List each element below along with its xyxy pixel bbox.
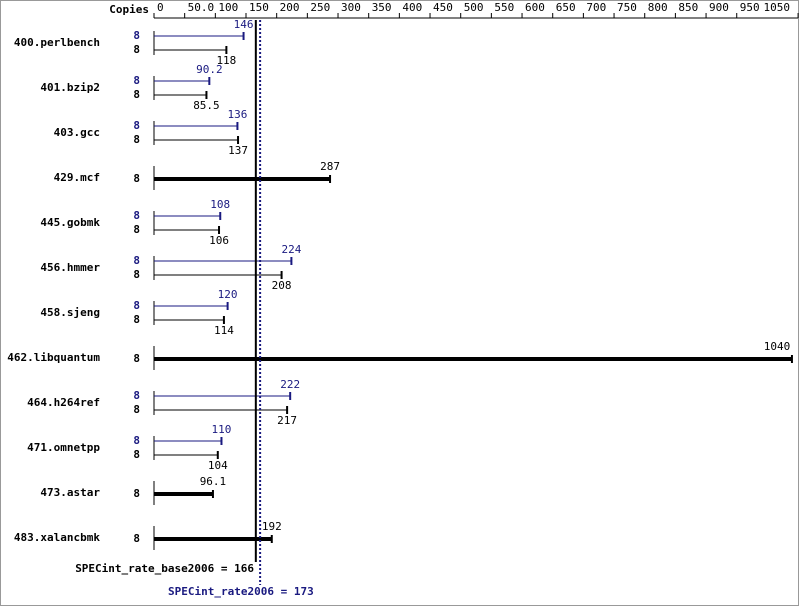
x-tick-label: 500 — [464, 1, 484, 14]
x-tick-label: 950 — [740, 1, 760, 14]
copies-label: 8 — [133, 223, 140, 236]
benchmark-label: 464.h264ref — [27, 396, 100, 409]
benchmark-label: 401.bzip2 — [40, 81, 100, 94]
copies-label: 8 — [133, 172, 140, 185]
copies-header: Copies — [109, 3, 149, 16]
value-label: 108 — [210, 198, 230, 211]
x-tick-label: 400 — [402, 1, 422, 14]
value-label: 110 — [212, 423, 232, 436]
benchmark-label: 483.xalancbmk — [14, 531, 100, 544]
copies-label: 8 — [133, 434, 140, 447]
value-label: 222 — [280, 378, 300, 391]
copies-label: 8 — [133, 43, 140, 56]
value-label: 192 — [262, 520, 282, 533]
x-tick-label: 250 — [310, 1, 330, 14]
copies-label: 8 — [133, 119, 140, 132]
benchmark-label: 400.perlbench — [14, 36, 100, 49]
benchmark-label: 456.hmmer — [40, 261, 100, 274]
benchmark-label: 458.sjeng — [40, 306, 100, 319]
copies-label: 8 — [133, 209, 140, 222]
copies-label: 8 — [133, 403, 140, 416]
value-label: 96.1 — [200, 475, 227, 488]
copies-label: 8 — [133, 268, 140, 281]
x-tick-label: 0 — [157, 1, 164, 14]
x-tick-label: 150 — [249, 1, 269, 14]
value-label: 90.2 — [196, 63, 223, 76]
x-tick-label: 600 — [525, 1, 545, 14]
x-tick-label: 200 — [280, 1, 300, 14]
x-tick-label: 850 — [678, 1, 698, 14]
value-label: 136 — [227, 108, 247, 121]
benchmark-label: 429.mcf — [54, 171, 100, 184]
value-label: 106 — [209, 234, 229, 247]
copies-label: 8 — [133, 133, 140, 146]
x-tick-label: 1050 — [764, 1, 791, 14]
x-tick-label: 300 — [341, 1, 361, 14]
copies-label: 8 — [133, 487, 140, 500]
value-label: 120 — [218, 288, 238, 301]
benchmark-label: 473.astar — [40, 486, 100, 499]
copies-label: 8 — [133, 448, 140, 461]
x-tick-label: 50.0 — [188, 1, 215, 14]
copies-label: 8 — [133, 313, 140, 326]
x-tick-label: 450 — [433, 1, 453, 14]
copies-label: 8 — [133, 389, 140, 402]
value-label: 118 — [216, 54, 236, 67]
value-label: 114 — [214, 324, 234, 337]
value-label: 146 — [234, 18, 254, 31]
value-label: 85.5 — [193, 99, 220, 112]
value-label: 287 — [320, 160, 340, 173]
copies-label: 8 — [133, 29, 140, 42]
copies-label: 8 — [133, 352, 140, 365]
copies-label: 8 — [133, 299, 140, 312]
x-tick-label: 800 — [648, 1, 668, 14]
value-label: 137 — [228, 144, 248, 157]
x-tick-label: 350 — [372, 1, 392, 14]
x-tick-label: 100 — [218, 1, 238, 14]
x-tick-label: 650 — [556, 1, 576, 14]
x-tick-label: 550 — [494, 1, 514, 14]
base-overall-label: SPECint_rate_base2006 = 166 — [75, 562, 254, 575]
benchmark-label: 471.omnetpp — [27, 441, 100, 454]
x-tick-label: 750 — [617, 1, 637, 14]
copies-label: 8 — [133, 74, 140, 87]
value-label: 208 — [272, 279, 292, 292]
copies-label: 8 — [133, 532, 140, 545]
value-label: 224 — [281, 243, 301, 256]
copies-label: 8 — [133, 254, 140, 267]
benchmark-label: 403.gcc — [54, 126, 100, 139]
value-label: 217 — [277, 414, 297, 427]
benchmark-label: 462.libquantum — [7, 351, 100, 364]
benchmark-label: 445.gobmk — [40, 216, 100, 229]
peak-overall-label: SPECint_rate2006 = 173 — [168, 585, 314, 598]
value-label: 104 — [208, 459, 228, 472]
value-label: 1040 — [764, 340, 791, 353]
x-tick-label: 700 — [586, 1, 606, 14]
copies-label: 8 — [133, 88, 140, 101]
x-tick-label: 900 — [709, 1, 729, 14]
